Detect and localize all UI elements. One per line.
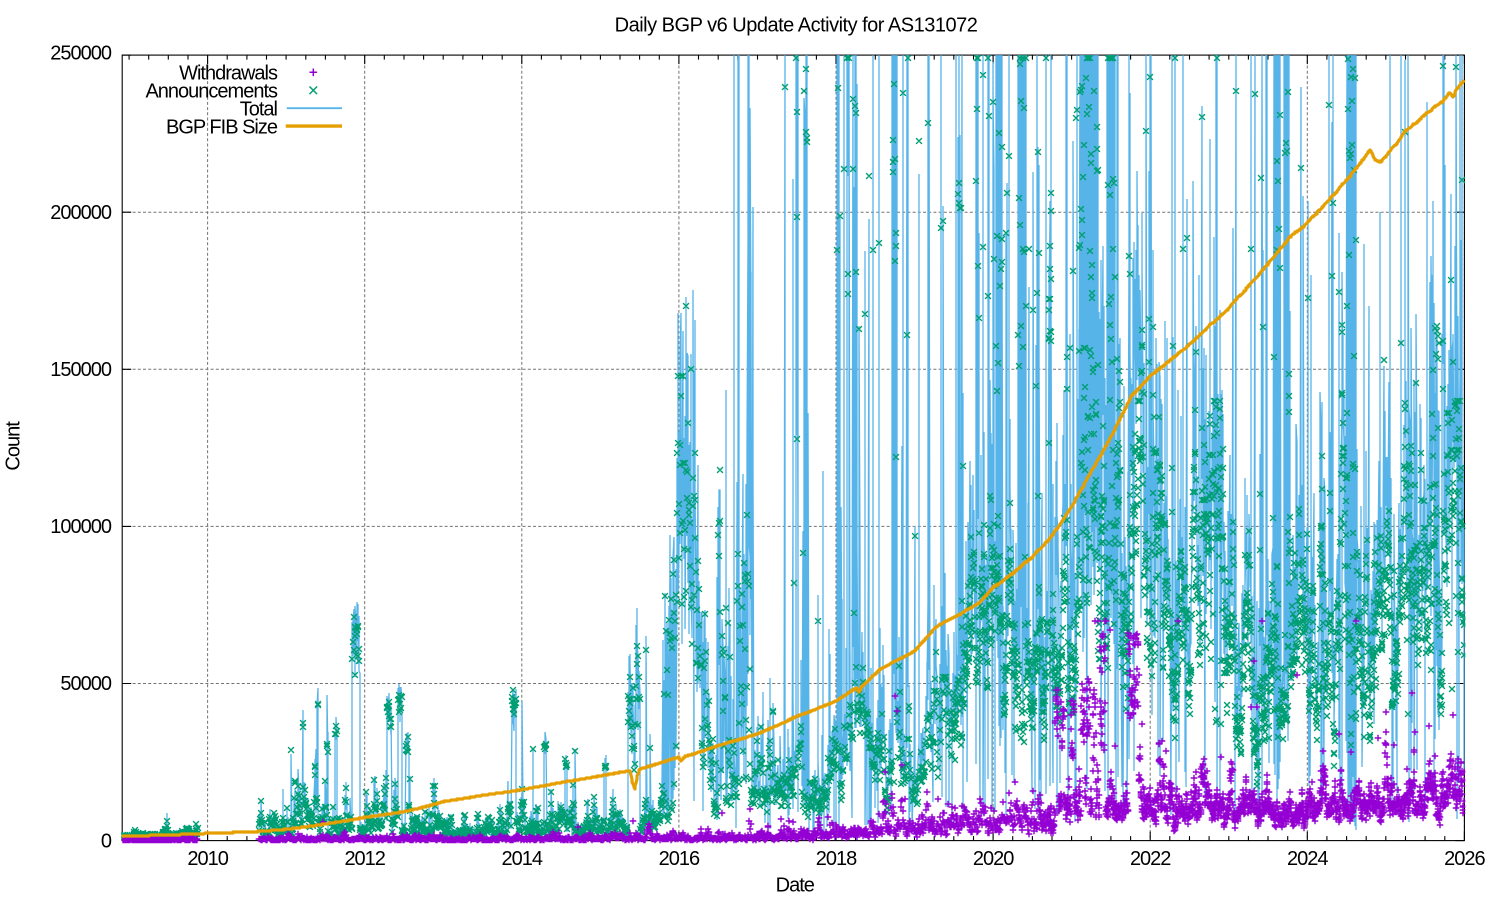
svg-text:2018: 2018 [816,848,857,870]
svg-text:150000: 150000 [50,359,112,381]
svg-text:100000: 100000 [50,516,112,538]
svg-text:2012: 2012 [344,848,385,870]
svg-text:2014: 2014 [502,848,543,870]
svg-text:Date: Date [776,875,815,897]
svg-text:Announcements: Announcements [145,81,278,103]
svg-text:Total: Total [240,98,278,120]
svg-text:2020: 2020 [973,848,1014,870]
svg-text:2022: 2022 [1130,848,1171,870]
svg-text:2010: 2010 [187,848,228,870]
svg-text:Daily BGP v6 Update Activity f: Daily BGP v6 Update Activity for AS13107… [615,15,978,37]
svg-text:50000: 50000 [60,673,111,695]
svg-text:0: 0 [101,830,112,852]
svg-text:2026: 2026 [1444,848,1485,870]
svg-text:250000: 250000 [50,42,112,64]
svg-text:Count: Count [3,421,25,471]
svg-text:Withdrawals: Withdrawals [179,63,278,85]
svg-text:BGP FIB Size: BGP FIB Size [166,116,278,138]
svg-text:2024: 2024 [1287,848,1328,870]
svg-text:2016: 2016 [659,848,700,870]
svg-text:200000: 200000 [50,202,112,224]
